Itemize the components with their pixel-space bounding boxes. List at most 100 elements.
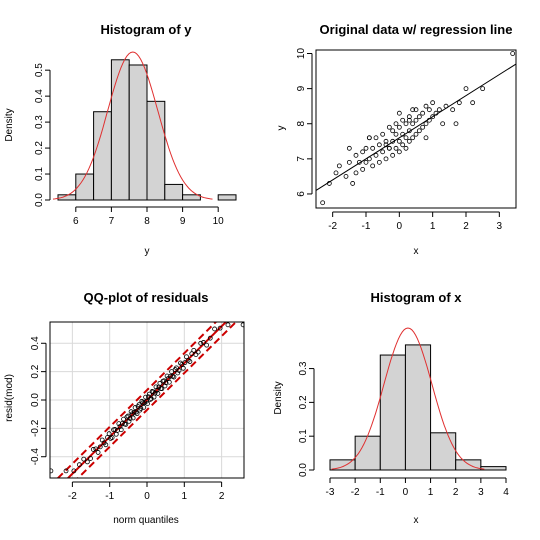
histogram-y-x-tick-label: 8 (144, 216, 150, 227)
regression-point (416, 114, 422, 120)
qq-plot-point (182, 360, 188, 366)
regression-plot-frame (315, 49, 517, 209)
histogram-y-title: Histogram of y (100, 22, 192, 37)
qq-plot-x-tick-label: -2 (68, 491, 77, 502)
histogram-x-x-tick-label: 3 (478, 487, 484, 498)
qq-plot-y-tick-label: 0.4 (30, 336, 41, 350)
qq-plot-point (217, 325, 223, 331)
qq-plot-point (138, 406, 144, 411)
qq-plot-point (77, 462, 82, 468)
regression-panel: Original data w/ regression line x y -2 -… (276, 22, 517, 257)
regression-point (403, 145, 409, 151)
regression-point (406, 128, 412, 134)
regression-point (416, 128, 422, 134)
histogram-y-y-tick-label: 0.4 (34, 89, 45, 103)
regression-point (390, 138, 396, 144)
regression-point (370, 163, 376, 169)
histogram-x-y-tick-label: 0.3 (298, 361, 309, 375)
qq-plot-point (174, 365, 179, 371)
regression-point (426, 107, 432, 113)
regression-y-tick-label: 8 (296, 121, 307, 127)
qq-plot-point (187, 359, 193, 364)
regression-point (470, 100, 476, 106)
histogram-x-title: Histogram of x (370, 290, 462, 305)
qq-plot-point (175, 370, 181, 376)
qq-plot-x-tick-label: 2 (219, 491, 225, 502)
qq-plot-x-tick-label: 0 (144, 491, 150, 502)
histogram-y-bar (75, 173, 95, 201)
histogram-y-x-tick-label: 6 (73, 216, 79, 227)
histogram-y-bar (146, 100, 166, 201)
qq-plot-point (136, 402, 142, 408)
qq-plot-point (128, 409, 134, 415)
qq-plot-point (162, 383, 168, 389)
histogram-y-x-tick-label: 9 (180, 216, 186, 227)
qq-plot-point (81, 456, 87, 462)
histogram-y-y-tick-label: 0.3 (34, 115, 45, 129)
regression-point (353, 152, 359, 158)
qq-plot-point (180, 365, 186, 371)
qq-plot-envelope-line (76, 322, 238, 478)
regression-point (373, 135, 379, 141)
histogram-y-bar (182, 194, 201, 201)
regression-x-tick-label: 1 (430, 221, 436, 232)
regression-point (400, 117, 406, 123)
regression-title: Original data w/ regression line (320, 22, 513, 37)
histogram-x-bar (404, 344, 432, 471)
regression-point (410, 135, 416, 141)
regression-point (423, 103, 429, 109)
regression-point (380, 131, 386, 137)
histogram-y-y-tick-label: 0.2 (34, 141, 45, 155)
regression-point (370, 145, 376, 151)
histogram-x-bar (430, 432, 457, 471)
qq-plot-point (103, 442, 109, 448)
qq-plot-point (155, 391, 161, 396)
regression-point (436, 107, 442, 113)
regression-point (383, 142, 389, 148)
qq-plot-panel: QQ-plot of residuals norm quantiles resi… (4, 290, 245, 526)
regression-point (510, 51, 516, 56)
regression-point (456, 100, 462, 106)
qq-plot-point (164, 373, 170, 379)
regression-point (390, 152, 396, 158)
regression-point (396, 124, 402, 130)
regression-point (393, 121, 399, 127)
histogram-x-x-tick-label: 4 (503, 487, 509, 498)
qq-plot-point (123, 422, 129, 427)
qq-plot-point (97, 444, 103, 450)
qq-plot-point (71, 468, 77, 474)
qq-plot-xlabel: norm quantiles (113, 515, 179, 526)
regression-point (393, 131, 399, 137)
regression-point (360, 149, 366, 155)
qq-plot-y-tick-label: -0.4 (30, 448, 41, 466)
histogram-x-x-tick-label: -1 (376, 487, 385, 498)
qq-plot-envelope-line (56, 322, 218, 478)
qq-plot-point (127, 416, 133, 421)
qq-plot-point (130, 415, 136, 421)
histogram-x-x-tick-label: -2 (351, 487, 360, 498)
qq-plot-point (146, 391, 152, 397)
qq-plot-y-tick-label: -0.2 (30, 419, 41, 437)
regression-point (480, 86, 486, 92)
histogram-y-ylabel: Density (4, 108, 15, 141)
regression-y-tick-label: 7 (296, 156, 307, 162)
regression-point (443, 103, 449, 109)
regression-point (333, 170, 339, 176)
qq-plot-point (109, 435, 115, 440)
histogram-y-bar (128, 64, 148, 201)
qq-plot-point (134, 411, 140, 417)
histogram-y-x-tick-label: 10 (213, 216, 225, 227)
histogram-x-bar (455, 459, 482, 471)
regression-point (450, 107, 456, 113)
regression-x-tick-label: -2 (328, 221, 337, 232)
regression-point (410, 121, 416, 127)
regression-point (363, 145, 369, 151)
regression-point (376, 159, 382, 165)
qq-plot-point (207, 335, 213, 341)
qq-plot-point (50, 468, 54, 474)
regression-point (360, 166, 366, 172)
qq-plot-point (145, 401, 150, 406)
regression-point (336, 163, 342, 169)
regression-point (353, 170, 359, 176)
